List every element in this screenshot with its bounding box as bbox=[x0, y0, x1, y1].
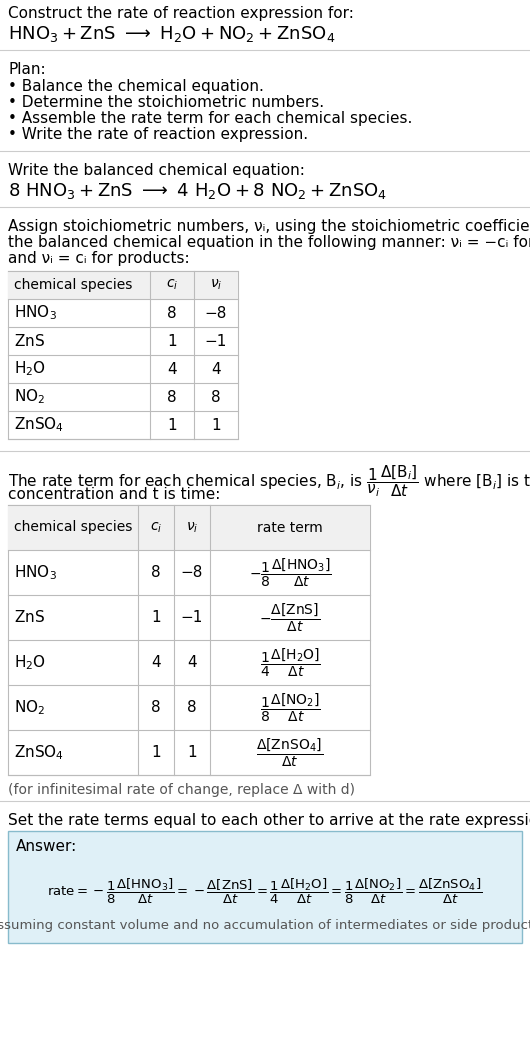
Text: chemical species: chemical species bbox=[14, 278, 132, 292]
Text: (assuming constant volume and no accumulation of intermediates or side products): (assuming constant volume and no accumul… bbox=[0, 919, 530, 932]
Text: Assign stoichiometric numbers, νᵢ, using the stoichiometric coefficients, cᵢ, fr: Assign stoichiometric numbers, νᵢ, using… bbox=[8, 219, 530, 234]
Text: −8: −8 bbox=[205, 305, 227, 320]
Text: −8: −8 bbox=[181, 565, 203, 579]
Text: 4: 4 bbox=[187, 655, 197, 670]
Text: $\nu_i$: $\nu_i$ bbox=[210, 278, 222, 292]
Text: $\mathrm{HNO_3}$: $\mathrm{HNO_3}$ bbox=[14, 303, 57, 322]
Text: $-\dfrac{\Delta[\mathrm{ZnS}]}{\Delta t}$: $-\dfrac{\Delta[\mathrm{ZnS}]}{\Delta t}… bbox=[260, 601, 321, 634]
Text: $\mathrm{HNO_3}$: $\mathrm{HNO_3}$ bbox=[14, 563, 57, 582]
Text: 8: 8 bbox=[187, 700, 197, 715]
Text: $\mathrm{ZnS}$: $\mathrm{ZnS}$ bbox=[14, 333, 45, 349]
Text: $\dfrac{\Delta[\mathrm{ZnSO_4}]}{\Delta t}$: $\dfrac{\Delta[\mathrm{ZnSO_4}]}{\Delta … bbox=[257, 736, 323, 769]
Text: $\mathrm{ZnS}$: $\mathrm{ZnS}$ bbox=[14, 610, 45, 626]
Text: $c_i$: $c_i$ bbox=[166, 278, 178, 292]
Text: Write the balanced chemical equation:: Write the balanced chemical equation: bbox=[8, 163, 305, 178]
Text: Answer:: Answer: bbox=[16, 839, 77, 854]
Text: $-\dfrac{1}{8}\dfrac{\Delta[\mathrm{HNO_3}]}{\Delta t}$: $-\dfrac{1}{8}\dfrac{\Delta[\mathrm{HNO_… bbox=[249, 556, 331, 589]
Text: 8: 8 bbox=[151, 700, 161, 715]
Text: $\mathrm{8\ HNO_3 + ZnS\ \longrightarrow\ 4\ H_2O + 8\ NO_2 + ZnSO_4}$: $\mathrm{8\ HNO_3 + ZnS\ \longrightarrow… bbox=[8, 181, 387, 201]
Text: chemical species: chemical species bbox=[14, 521, 132, 535]
Text: • Balance the chemical equation.: • Balance the chemical equation. bbox=[8, 79, 264, 94]
Text: $\mathrm{H_2O}$: $\mathrm{H_2O}$ bbox=[14, 653, 46, 672]
Text: 8: 8 bbox=[151, 565, 161, 579]
Bar bbox=[8, 505, 370, 550]
Text: • Assemble the rate term for each chemical species.: • Assemble the rate term for each chemic… bbox=[8, 111, 412, 126]
Text: 4: 4 bbox=[151, 655, 161, 670]
Bar bbox=[8, 505, 370, 775]
FancyBboxPatch shape bbox=[8, 831, 522, 943]
Text: rate term: rate term bbox=[257, 521, 323, 535]
Text: $\nu_i$: $\nu_i$ bbox=[186, 520, 198, 535]
Text: $\mathrm{NO_2}$: $\mathrm{NO_2}$ bbox=[14, 698, 45, 717]
Text: $\dfrac{1}{4}\dfrac{\Delta[\mathrm{H_2O}]}{\Delta t}$: $\dfrac{1}{4}\dfrac{\Delta[\mathrm{H_2O}… bbox=[260, 646, 321, 679]
Text: $\mathrm{ZnSO_4}$: $\mathrm{ZnSO_4}$ bbox=[14, 743, 64, 761]
Text: 1: 1 bbox=[167, 417, 177, 432]
Text: $\mathrm{H_2O}$: $\mathrm{H_2O}$ bbox=[14, 360, 46, 379]
Text: 8: 8 bbox=[167, 305, 177, 320]
Text: 1: 1 bbox=[187, 745, 197, 760]
Text: 8: 8 bbox=[211, 389, 221, 405]
Text: the balanced chemical equation in the following manner: νᵢ = −cᵢ for reactants: the balanced chemical equation in the fo… bbox=[8, 235, 530, 250]
Text: 1: 1 bbox=[211, 417, 221, 432]
Text: 1: 1 bbox=[151, 610, 161, 626]
Text: $\dfrac{1}{8}\dfrac{\Delta[\mathrm{NO_2}]}{\Delta t}$: $\dfrac{1}{8}\dfrac{\Delta[\mathrm{NO_2}… bbox=[260, 691, 321, 724]
Text: $c_i$: $c_i$ bbox=[150, 520, 162, 535]
Text: 1: 1 bbox=[167, 334, 177, 348]
Text: $\mathrm{ZnSO_4}$: $\mathrm{ZnSO_4}$ bbox=[14, 415, 64, 434]
Text: concentration and t is time:: concentration and t is time: bbox=[8, 487, 220, 502]
Text: (for infinitesimal rate of change, replace Δ with d): (for infinitesimal rate of change, repla… bbox=[8, 783, 355, 797]
Text: −1: −1 bbox=[205, 334, 227, 348]
Text: Plan:: Plan: bbox=[8, 62, 46, 77]
Bar bbox=[8, 271, 238, 299]
Text: • Write the rate of reaction expression.: • Write the rate of reaction expression. bbox=[8, 127, 308, 142]
Text: 4: 4 bbox=[167, 362, 177, 377]
Text: −1: −1 bbox=[181, 610, 203, 626]
Text: $\mathrm{NO_2}$: $\mathrm{NO_2}$ bbox=[14, 388, 45, 406]
Text: Set the rate terms equal to each other to arrive at the rate expression:: Set the rate terms equal to each other t… bbox=[8, 813, 530, 828]
Text: 8: 8 bbox=[167, 389, 177, 405]
Text: $\mathrm{HNO_3 + ZnS\ \longrightarrow\ H_2O + NO_2 + ZnSO_4}$: $\mathrm{HNO_3 + ZnS\ \longrightarrow\ H… bbox=[8, 24, 335, 44]
Text: $\mathrm{rate} = -\dfrac{1}{8}\dfrac{\Delta[\mathrm{HNO_3}]}{\Delta t} = -\dfrac: $\mathrm{rate} = -\dfrac{1}{8}\dfrac{\De… bbox=[47, 877, 483, 906]
Text: 4: 4 bbox=[211, 362, 221, 377]
Text: • Determine the stoichiometric numbers.: • Determine the stoichiometric numbers. bbox=[8, 95, 324, 110]
Text: Construct the rate of reaction expression for:: Construct the rate of reaction expressio… bbox=[8, 6, 354, 21]
Text: The rate term for each chemical species, B$_i$, is $\dfrac{1}{\nu_i}\dfrac{\Delt: The rate term for each chemical species,… bbox=[8, 463, 530, 499]
Text: 1: 1 bbox=[151, 745, 161, 760]
Text: and νᵢ = cᵢ for products:: and νᵢ = cᵢ for products: bbox=[8, 251, 190, 266]
Bar bbox=[8, 271, 238, 439]
